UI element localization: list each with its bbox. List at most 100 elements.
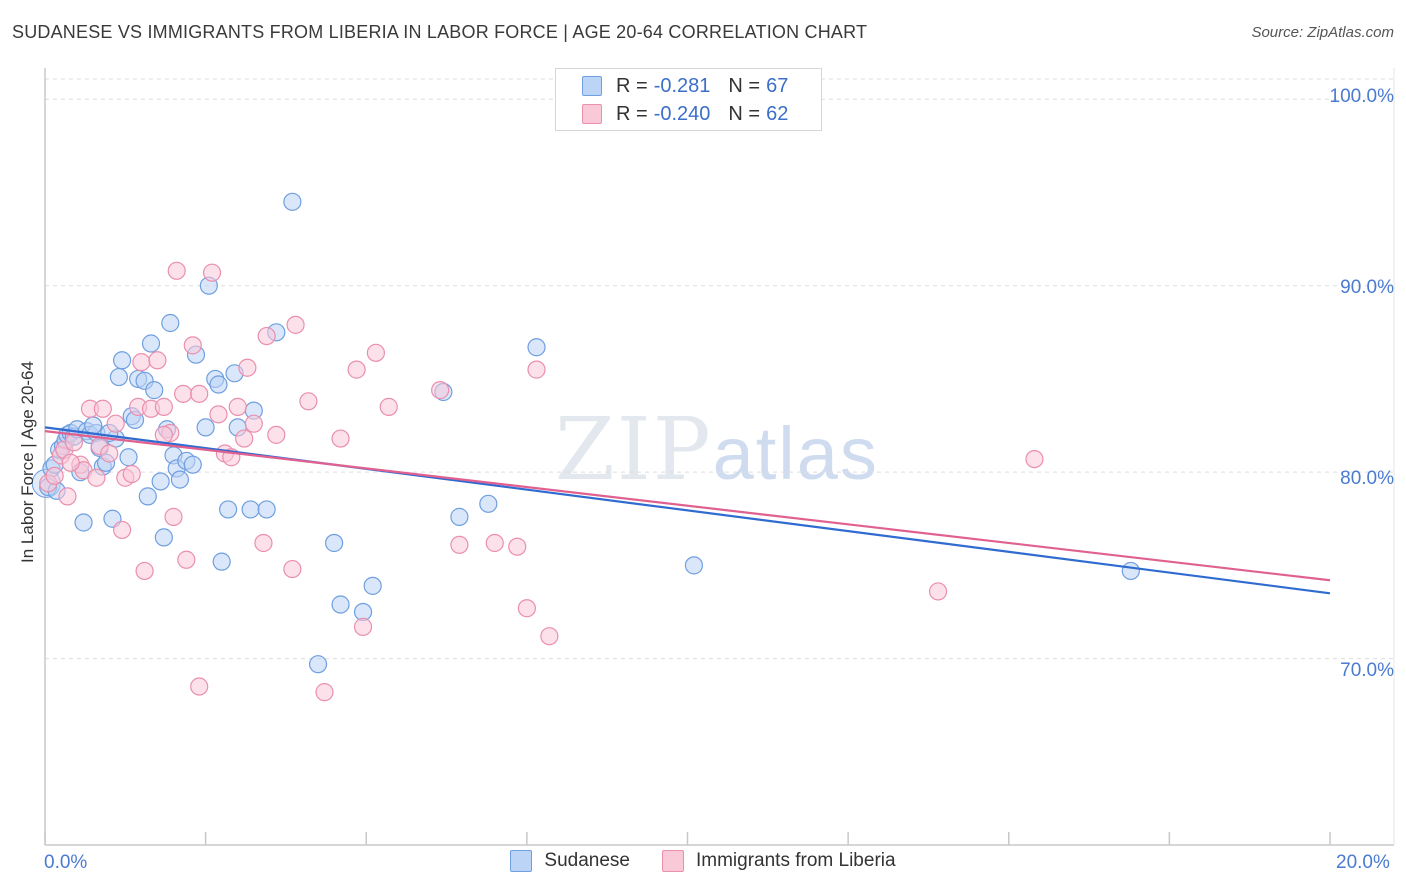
scatter-point bbox=[450, 507, 469, 526]
scatter-point bbox=[257, 500, 276, 519]
scatter-point bbox=[928, 582, 948, 601]
scatter-point bbox=[283, 192, 302, 211]
legend-item-sudanese: Sudanese bbox=[510, 850, 630, 872]
scatter-point bbox=[138, 487, 157, 506]
scatter-point bbox=[431, 381, 450, 400]
scatter-point bbox=[283, 559, 302, 579]
scatter-point bbox=[286, 315, 305, 334]
scatter-point bbox=[254, 533, 273, 553]
scatter-point bbox=[209, 405, 228, 424]
scatter-point bbox=[308, 655, 328, 674]
scatter-point bbox=[331, 429, 350, 448]
scatter-point bbox=[353, 617, 373, 636]
scatter-point bbox=[183, 455, 202, 474]
scatter-point bbox=[106, 414, 125, 433]
legend-n-label: N = bbox=[728, 74, 761, 97]
scatter-point bbox=[347, 360, 366, 379]
scatter-point bbox=[190, 677, 209, 696]
scatter-point bbox=[148, 351, 167, 370]
y-axis-label: In Labor Force | Age 20-64 bbox=[18, 361, 37, 563]
scatter-point bbox=[363, 576, 382, 595]
legend-row-sudanese: R = -0.281 N = 67 bbox=[582, 74, 806, 98]
scatter-point bbox=[135, 561, 154, 581]
watermark: ZIPatlas bbox=[555, 400, 879, 500]
y-tick-label-90: 90.0% bbox=[1340, 277, 1394, 298]
scatter-point bbox=[112, 351, 132, 370]
legend-item-liberia: Immigrants from Liberia bbox=[662, 850, 896, 872]
trend-line bbox=[44, 430, 1331, 582]
legend-swatch-sudanese bbox=[510, 850, 533, 872]
scatter-point bbox=[164, 507, 183, 526]
scatter-point bbox=[58, 487, 77, 506]
scatter-point bbox=[540, 627, 559, 646]
scatter-point bbox=[527, 360, 546, 379]
legend-swatch-liberia bbox=[582, 104, 602, 124]
scatter-point bbox=[379, 397, 398, 416]
legend-r-label: R = bbox=[616, 102, 648, 125]
legend-n-value: 67 bbox=[766, 74, 789, 97]
scatter-point bbox=[141, 334, 161, 353]
series-legend: Sudanese Immigrants from Liberia bbox=[0, 850, 1406, 872]
legend-row-liberia: R = -0.240 N = 62 bbox=[582, 102, 806, 126]
scatter-point bbox=[219, 500, 238, 519]
scatter-point bbox=[202, 263, 222, 282]
watermark-atlas: atlas bbox=[712, 412, 879, 495]
scatter-point bbox=[154, 528, 173, 547]
scatter-point bbox=[122, 464, 141, 484]
scatter-point bbox=[167, 261, 186, 280]
scatter-point bbox=[132, 353, 151, 372]
scatter-point bbox=[174, 384, 193, 403]
scatter-point bbox=[84, 416, 103, 435]
scatter-point bbox=[190, 384, 209, 403]
x-tick-label-max: 20.0% bbox=[1336, 852, 1390, 873]
scatter-point bbox=[485, 533, 504, 553]
scatter-point bbox=[267, 425, 286, 444]
scatter-point bbox=[450, 535, 469, 554]
legend-n-label: N = bbox=[728, 102, 761, 125]
scatter-point bbox=[209, 375, 228, 394]
scatter-point bbox=[325, 533, 344, 553]
watermark-zip: ZIP bbox=[555, 400, 713, 500]
scatter-point bbox=[100, 444, 119, 463]
scatter-point bbox=[235, 429, 254, 448]
scatter-point bbox=[145, 381, 164, 400]
scatter-point bbox=[154, 425, 173, 444]
legend-label-sudanese: Sudanese bbox=[544, 850, 630, 871]
scatter-point bbox=[527, 338, 546, 357]
scatter-point bbox=[315, 683, 334, 702]
scatter-point bbox=[183, 336, 202, 355]
scatter-point bbox=[212, 552, 231, 571]
scatter-point bbox=[238, 358, 257, 377]
scatter-point bbox=[112, 520, 132, 540]
scatter-point bbox=[109, 367, 128, 387]
scatter-point bbox=[244, 414, 263, 433]
scatter-point bbox=[257, 326, 276, 346]
x-tick-label-min: 0.0% bbox=[44, 852, 88, 873]
scatter-point bbox=[479, 494, 498, 513]
scatter-point bbox=[74, 513, 93, 532]
legend-swatch-liberia bbox=[662, 850, 684, 872]
legend-r-label: R = bbox=[616, 74, 648, 97]
scatter-point bbox=[45, 466, 64, 485]
scatter-point bbox=[241, 500, 260, 519]
scatter-point bbox=[93, 399, 112, 418]
scatter-point bbox=[87, 468, 106, 487]
scatter-point bbox=[299, 392, 318, 411]
scatter-point bbox=[1121, 561, 1140, 581]
scatter-point bbox=[170, 470, 190, 489]
scatter-point bbox=[196, 418, 215, 437]
scatter-point bbox=[154, 397, 173, 416]
legend-r-value: -0.281 bbox=[653, 74, 711, 97]
correlation-legend: R = -0.281 N = 67 R = -0.240 N = 62 bbox=[555, 68, 822, 131]
scatter-point bbox=[161, 313, 180, 333]
scatter-point bbox=[177, 550, 196, 569]
source-label: Source: ZipAtlas.com bbox=[1251, 24, 1394, 41]
scatter-point bbox=[151, 472, 170, 491]
scatter-point bbox=[228, 397, 247, 416]
scatter-point bbox=[517, 599, 536, 618]
scatter-point bbox=[64, 433, 84, 452]
y-tick-label-80: 80.0% bbox=[1340, 468, 1394, 489]
scatter-point bbox=[119, 448, 138, 467]
scatter-point bbox=[508, 537, 527, 556]
scatter-point bbox=[331, 595, 350, 614]
